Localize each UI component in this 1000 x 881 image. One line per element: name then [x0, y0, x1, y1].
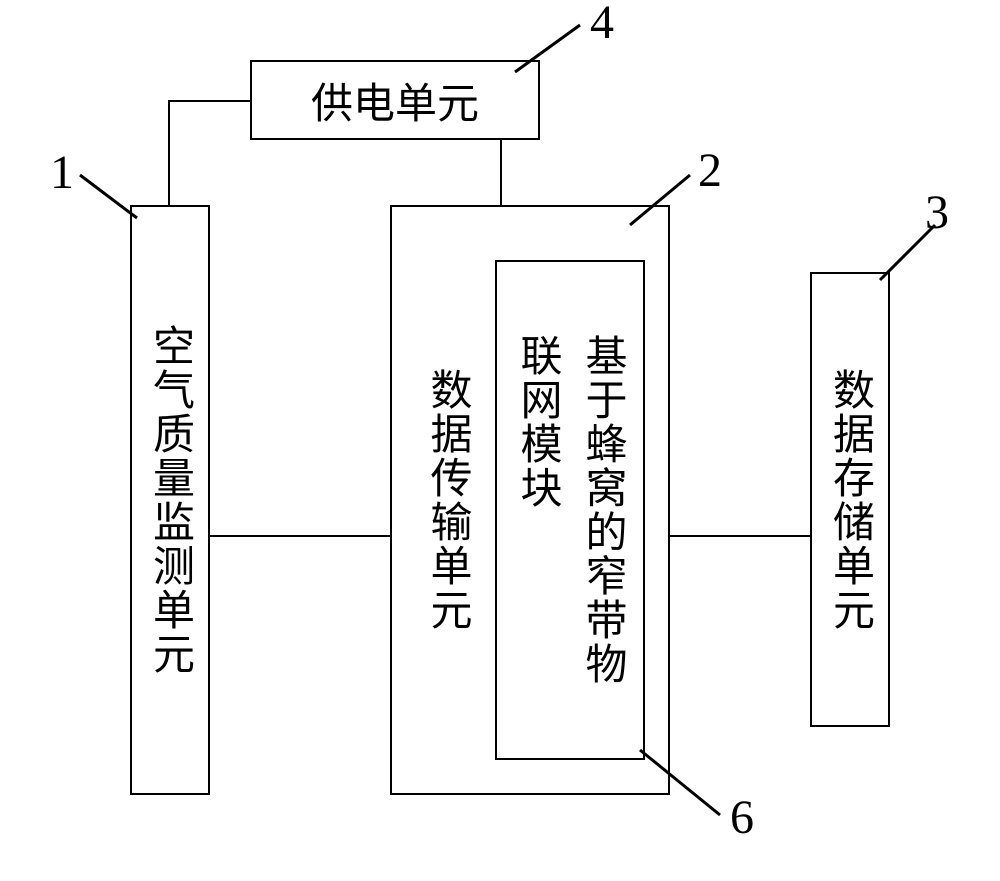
box1-label: 空气质量监测单元: [140, 324, 201, 676]
box6-label-col1: 基于蜂窝的窄带物: [572, 334, 633, 686]
box-data-storage-unit: 数据存储单元: [810, 272, 890, 727]
connector-4-to-1-v: [168, 100, 170, 207]
box-air-quality-monitoring-unit: 空气质量监测单元: [130, 205, 210, 795]
connector-2-to-3: [670, 535, 812, 537]
box-power-supply-unit: 供电单元: [250, 60, 540, 140]
connector-4-to-2-v: [500, 140, 502, 207]
label-2: 2: [698, 143, 722, 198]
label-6: 6: [730, 790, 754, 845]
connector-4-to-1-h: [168, 100, 252, 102]
connector-1-to-2: [210, 535, 392, 537]
box6-label-col2: 联网模块: [507, 334, 568, 686]
label-3: 3: [925, 185, 949, 240]
box3-label: 数据存储单元: [820, 368, 881, 632]
label-1: 1: [50, 145, 74, 200]
box6-label-wrap: 基于蜂窝的窄带物 联网模块: [507, 334, 633, 686]
label-4: 4: [590, 0, 614, 50]
box-nbiot-module: 基于蜂窝的窄带物 联网模块: [495, 260, 645, 760]
box2-label: 数据传输单元: [417, 368, 478, 632]
box4-label: 供电单元: [311, 70, 479, 131]
